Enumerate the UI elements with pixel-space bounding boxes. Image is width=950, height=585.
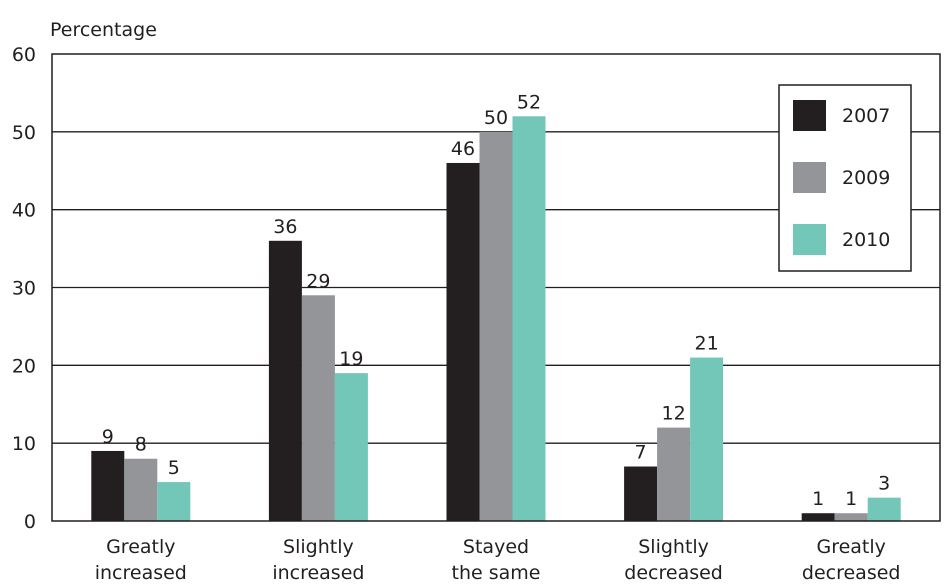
bar-2007-2 <box>446 162 480 521</box>
y-tick-label: 30 <box>12 278 36 300</box>
bars <box>91 116 901 522</box>
data-label: 3 <box>878 473 890 495</box>
x-tick-label: decreased <box>802 562 901 584</box>
bar-2010-3 <box>690 357 724 521</box>
bar-2007-1 <box>268 240 302 522</box>
legend: 2007 2009 2010 <box>778 84 912 272</box>
y-tick-label: 60 <box>12 44 36 66</box>
x-tick-label: increased <box>272 562 364 584</box>
bar-2010-4 <box>867 497 901 521</box>
bar-2010-2 <box>512 116 546 522</box>
x-tick-label: the same <box>452 562 541 584</box>
bar-2009-4 <box>834 513 868 521</box>
x-axis-ticks: Greatly increased Slightly increased Stayed t… <box>95 536 901 584</box>
legend-swatch-2010 <box>793 224 826 255</box>
legend-label: 2009 <box>842 167 890 189</box>
data-label: 29 <box>306 270 330 292</box>
data-label: 21 <box>695 333 719 355</box>
data-label: 9 <box>102 426 114 448</box>
data-label: 36 <box>273 216 297 238</box>
y-tick-label: 0 <box>24 511 36 533</box>
data-label: 1 <box>845 488 857 510</box>
x-tick-label: decreased <box>624 562 723 584</box>
y-tick-label: 50 <box>12 122 36 144</box>
plot-frame <box>51 53 941 522</box>
data-label: 46 <box>451 138 475 160</box>
bar-2009-1 <box>301 295 335 521</box>
y-tick-label: 10 <box>12 433 36 455</box>
x-tick-label: Stayed <box>463 536 529 558</box>
legend-swatch-2007 <box>793 100 826 131</box>
bar-2010-0 <box>157 482 191 521</box>
y-tick-label: 20 <box>12 355 36 377</box>
data-label: 52 <box>517 91 541 113</box>
bar-2009-3 <box>657 427 691 521</box>
data-label: 5 <box>168 457 180 479</box>
x-tick-label: increased <box>95 562 187 584</box>
data-label: 7 <box>635 442 647 464</box>
data-label: 50 <box>484 107 508 129</box>
data-label: 19 <box>339 348 363 370</box>
x-tick-label: Greatly <box>106 536 175 558</box>
legend-label: 2007 <box>842 105 890 127</box>
legend-label: 2010 <box>842 229 890 251</box>
y-axis-label: Percentage <box>50 19 157 41</box>
bar-2010-1 <box>334 373 368 521</box>
x-tick-label: Slightly <box>283 536 354 558</box>
bar-2007-3 <box>624 466 658 521</box>
x-tick-label: Slightly <box>638 536 709 558</box>
x-tick-label: Greatly <box>816 536 885 558</box>
data-label: 8 <box>135 434 147 456</box>
bar-2009-0 <box>124 458 158 521</box>
bar-2007-4 <box>801 513 835 521</box>
legend-swatch-2009 <box>793 162 826 193</box>
bar-2007-0 <box>91 450 125 521</box>
data-label: 1 <box>812 488 824 510</box>
bar-2009-2 <box>479 131 513 522</box>
data-label: 12 <box>662 403 686 425</box>
y-tick-label: 40 <box>12 200 36 222</box>
y-axis-ticks: 0 10 20 30 40 50 60 <box>12 44 36 533</box>
